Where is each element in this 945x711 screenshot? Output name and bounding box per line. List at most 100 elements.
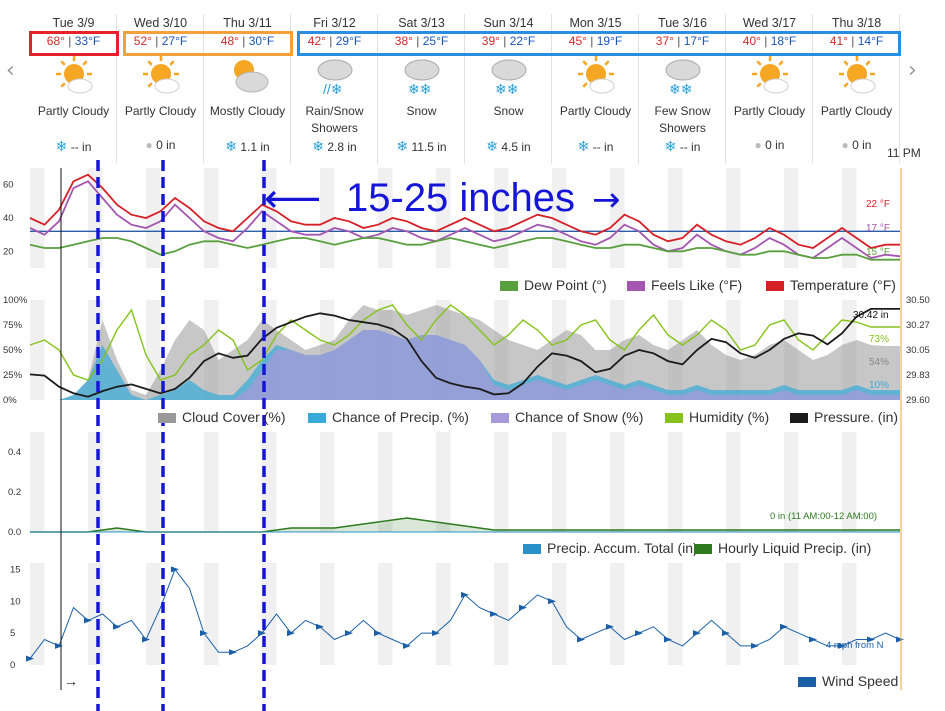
wind-barb-icon (635, 630, 643, 637)
snowflake-icon: ❄ (664, 138, 677, 154)
high-temp: 38° (394, 34, 413, 48)
legend-item[interactable]: Chance of Snow (%) (491, 409, 643, 425)
series-end-label: 30.42 in (853, 310, 889, 321)
night-band (117, 432, 132, 532)
wind-barb-icon (142, 636, 150, 643)
pressure-line (29, 308, 900, 398)
day-column[interactable]: Tue 3/9 68° | 33°F Partly Cloudy ❄ -- in (31, 14, 117, 164)
svg-text:❄❄: ❄❄ (669, 81, 692, 97)
night-band (755, 432, 770, 532)
low-temp: 33°F (74, 34, 101, 48)
day-condition: Snow (493, 104, 524, 118)
night-band (726, 563, 741, 665)
highlight-box-orange (123, 31, 293, 56)
high-temp: 41° (829, 34, 848, 48)
night-band (407, 168, 422, 268)
day-date: Wed 3/10 (133, 16, 188, 30)
snowflake-icon: ❄ (486, 138, 499, 154)
night-band (552, 432, 567, 532)
raindrop-icon: ● (841, 138, 849, 152)
partly-cloudy-icon (139, 52, 183, 100)
day-column[interactable]: Wed 3/10 52° | 27°F Partly Cloudy ● 0 in (118, 14, 204, 164)
night-band (639, 168, 654, 268)
night-band (784, 563, 799, 665)
series-end-label: 73% (869, 334, 889, 345)
legend-item[interactable]: Wind Speed (798, 673, 898, 689)
night-band (436, 432, 451, 532)
prev-days-arrow-icon[interactable]: ‹ (6, 58, 15, 83)
wind-barb-icon (403, 642, 411, 649)
night-band (233, 168, 248, 268)
day-column[interactable]: Tue 3/16 37° | 17°F ❄❄ Few Snow Showers ❄ --… (640, 14, 726, 164)
wind-barb-icon (548, 598, 556, 605)
day-column[interactable]: Mon 3/15 45° | 19°F Partly Cloudy ❄ -- in (553, 14, 639, 164)
night-band (30, 168, 45, 268)
legend-item[interactable]: Cloud Cover (%) (158, 409, 285, 425)
wind-barb-icon (490, 611, 498, 617)
svg-text:❄❄: ❄❄ (495, 81, 518, 97)
next-days-arrow-icon[interactable]: › (908, 58, 917, 83)
night-band (668, 563, 683, 665)
day-column[interactable]: Fri 3/12 42° | 29°F //❄ Rain/Snow Showers ❄ … (292, 14, 378, 164)
low-temp: 29°F (335, 34, 362, 48)
night-band (639, 563, 654, 665)
night-band (755, 168, 770, 268)
legend-label: Hourly Liquid Precip. (in) (718, 540, 872, 556)
day-column[interactable]: Thu 3/18 41° | 14°F Partly Cloudy ● 0 in (814, 14, 900, 164)
legend-item[interactable]: Humidity (%) (665, 409, 769, 425)
wind-barb-icon (664, 636, 672, 643)
wind-barb-icon (258, 630, 266, 637)
high-temp: 68° (46, 34, 65, 48)
night-band (320, 168, 335, 268)
partly-cloudy-icon (52, 52, 96, 100)
annotation-arrow-left: ⟵ (264, 176, 322, 222)
legend-swatch (665, 413, 683, 424)
legend-item[interactable]: Pressure. (in) (790, 409, 898, 425)
wind-barb-icon (229, 649, 237, 656)
wind-barb-icon (606, 623, 614, 630)
day-column[interactable]: Sat 3/13 38° | 25°F ❄❄ Snow ❄ 11.5 in (379, 14, 465, 164)
wind-barb-icon (171, 566, 179, 573)
night-band (697, 168, 712, 268)
precip-amount: 4.5 in (501, 140, 531, 154)
wind-barb-icon (867, 636, 875, 643)
night-band (146, 168, 161, 268)
day-column[interactable]: Thu 3/11 48° | 30°F Mostly Cloudy ❄ 1.1 in (205, 14, 291, 164)
night-band (291, 432, 306, 532)
night-band (146, 563, 161, 665)
precip-amount: -- in (70, 140, 92, 154)
legend-item[interactable]: Hourly Liquid Precip. (in) (694, 540, 871, 556)
rain-snow-icon: //❄ (313, 52, 357, 100)
series-end-label: 54% (869, 357, 889, 368)
y-tick-label: 20 (3, 246, 14, 257)
precip-amount: 0 in (852, 138, 872, 152)
legend-item[interactable]: Chance of Precip. (%) (308, 409, 469, 425)
day-column[interactable]: Wed 3/17 40° | 18°F Partly Cloudy ● 0 in (727, 14, 813, 164)
wind-barb-icon (113, 623, 121, 630)
legend-item[interactable]: Temperature (°F) (766, 277, 896, 293)
high-temp: 52° (133, 34, 152, 48)
day-temps: 68° | 33°F (46, 34, 101, 48)
day-temps: 52° | 27°F (133, 34, 188, 48)
y-tick-label: 5 (10, 628, 15, 639)
legend-swatch (694, 544, 712, 555)
night-band (494, 168, 509, 268)
night-band (871, 168, 886, 268)
wind-barb-icon (287, 630, 295, 637)
day-column[interactable]: Sun 3/14 39° | 22°F ❄❄ Snow ❄ 4.5 in (466, 14, 552, 164)
night-band (59, 168, 74, 268)
night-band (610, 563, 625, 665)
legend-item[interactable]: Precip. Accum. Total (in) (523, 540, 698, 556)
series-line-1 (29, 180, 901, 259)
night-band (59, 300, 74, 400)
day-date: Tue 3/16 (658, 16, 707, 30)
annotation-arrow-right: → (592, 180, 621, 220)
legend-item[interactable]: Dew Point (°) (500, 277, 607, 293)
night-band (59, 563, 74, 665)
wind-barb-icon (374, 630, 382, 637)
legend-item[interactable]: Feels Like (°F) (627, 277, 742, 293)
y-tick-label-right: 30.27 (906, 320, 930, 331)
day-precip: ❄ 1.1 in (205, 138, 290, 155)
y-tick-label-left: 0% (3, 395, 17, 406)
day-precip: ❄ 2.8 in (292, 138, 377, 155)
